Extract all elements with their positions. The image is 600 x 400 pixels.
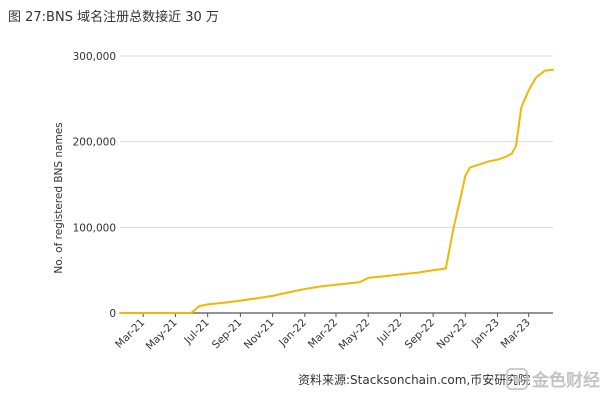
y-tick-label: 0	[109, 308, 116, 320]
source-note: 资料来源:Stacksonchain.com,币安研究院	[298, 373, 531, 387]
logo-icon: ◆	[506, 367, 528, 390]
x-tick-label: Nov-21	[242, 317, 277, 352]
grid-lines	[120, 55, 553, 314]
figure-title: 图 27:BNS 域名注册总数接近 30 万	[8, 10, 219, 25]
x-tick-label: Nov-22	[435, 317, 470, 352]
x-tick-label: Jan-23	[469, 317, 502, 350]
y-tick-label: 300,000	[73, 51, 116, 63]
x-tick-label: Mar-21	[113, 317, 147, 351]
x-tick-label: May-21	[144, 317, 180, 353]
series-line	[119, 68, 554, 314]
x-tick-label: Mar-23	[499, 317, 533, 351]
watermark-text: 金色财经	[532, 371, 600, 391]
y-tick-label: 100,000	[73, 222, 116, 234]
x-tick-label: May-22	[336, 317, 372, 353]
x-tick-label: Mar-22	[306, 317, 340, 351]
x-tick-label: Jul-21	[181, 317, 211, 347]
x-tick-label: Sep-21	[210, 317, 245, 352]
x-tick-label: Jan-22	[276, 317, 309, 350]
watermark-logo: ◆ 金色财经	[506, 366, 600, 391]
y-tick-labels: 0 100,000 200,000 300,000	[73, 51, 116, 320]
x-tick-label: Sep-22	[403, 317, 438, 352]
y-axis-label: No. of registered BNS names	[53, 122, 65, 273]
y-tick-label: 200,000	[73, 137, 116, 149]
x-tick-label: Jul-22	[374, 317, 404, 347]
